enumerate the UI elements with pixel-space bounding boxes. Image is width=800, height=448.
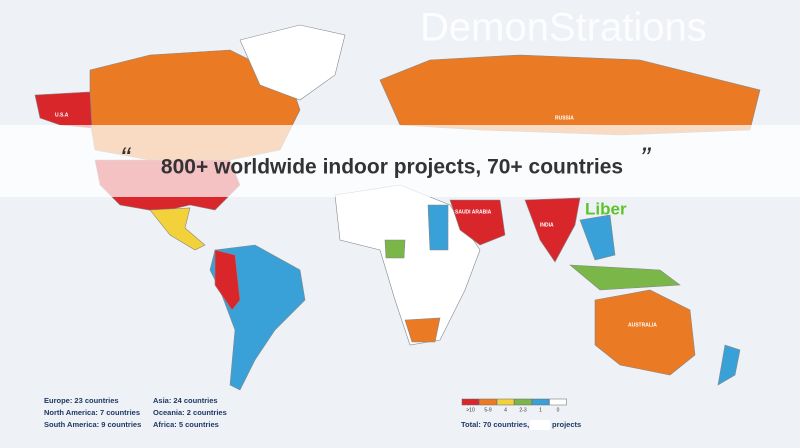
legend-label: 1	[539, 407, 542, 413]
total: projects	[552, 420, 581, 429]
andes	[214, 249, 241, 311]
legend-label: 2-3	[519, 407, 526, 413]
header-title: DemonStrations	[420, 6, 707, 50]
legend-label: 4	[504, 407, 507, 413]
new-zealand	[717, 344, 741, 386]
stat: Africa: 5 countries	[153, 420, 219, 429]
legend-swatch	[514, 398, 532, 406]
map-label: INDIA	[540, 222, 554, 228]
stat: Oceania: 2 countries	[153, 408, 227, 417]
mexico	[149, 207, 206, 251]
south-africa	[404, 317, 441, 343]
quote-mark: “	[120, 142, 132, 175]
stat: Asia: 24 countries	[153, 396, 218, 405]
total-box	[530, 420, 550, 430]
legend-swatch	[461, 398, 480, 406]
stat: South America: 9 countries	[44, 420, 141, 429]
india	[524, 197, 581, 263]
sudan	[427, 204, 449, 251]
legend-swatch	[549, 398, 567, 406]
southeast-asia	[579, 214, 616, 261]
map-label: SAUDI ARABIA	[455, 209, 492, 215]
australia	[594, 289, 696, 376]
banner-text: 800+ worldwide indoor projects, 70+ coun…	[161, 156, 623, 179]
saudi-arabia	[449, 199, 506, 246]
total: Total: 70 countries,	[461, 420, 529, 429]
stat: Europe: 23 countries	[44, 396, 119, 405]
map-label: U.S.A	[55, 112, 69, 118]
stat: North America: 7 countries	[44, 408, 140, 417]
nigeria	[384, 239, 406, 259]
greenland	[239, 24, 346, 101]
quote-mark: ”	[640, 142, 652, 175]
watermark: Liber	[585, 199, 627, 218]
legend-swatch	[479, 398, 497, 406]
legend-label: >10	[466, 407, 475, 413]
banner	[0, 125, 800, 197]
map-label: AUSTRALIA	[628, 322, 657, 328]
legend-swatch	[496, 398, 515, 406]
indonesia	[569, 264, 681, 291]
map-label: RUSSIA	[555, 115, 574, 121]
legend-label: 5-9	[484, 407, 491, 413]
legend-label: 0	[557, 407, 560, 413]
legend-swatch	[531, 398, 550, 406]
legend: >10 5-9 4 2-3 1 0	[461, 398, 567, 413]
